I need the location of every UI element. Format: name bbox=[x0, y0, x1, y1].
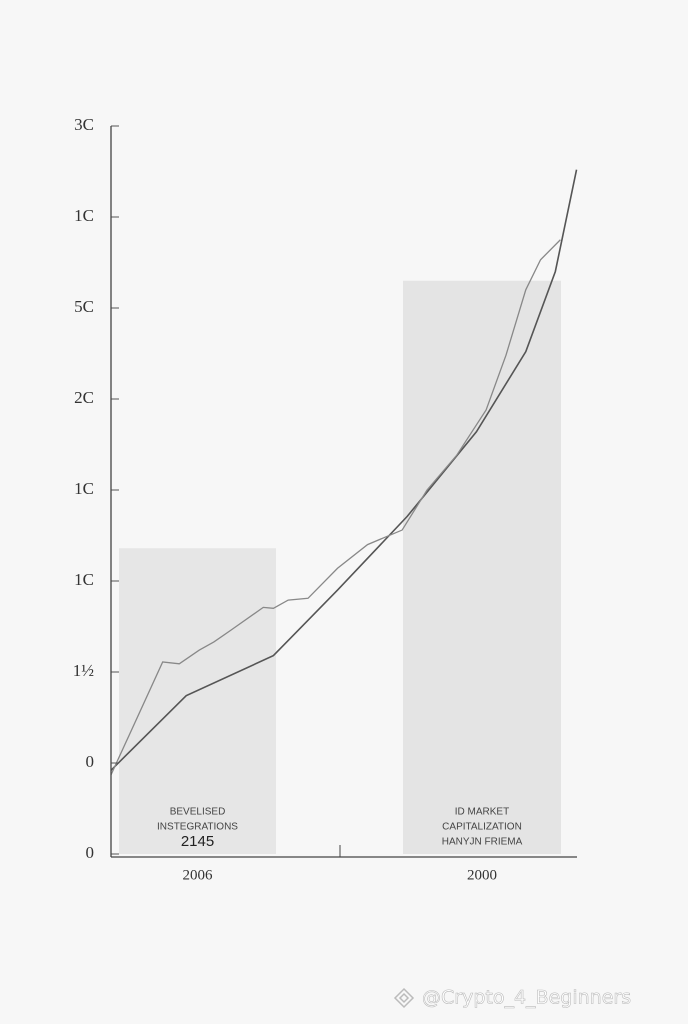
bar-label: BEVELISED bbox=[170, 807, 226, 818]
y-tick-label: 3C bbox=[74, 115, 94, 134]
y-tick-label: 1C bbox=[74, 206, 94, 225]
line bbox=[110, 169, 578, 771]
bar-label: HANYJN FRIEMA bbox=[442, 837, 523, 848]
y-tick-label: 1C bbox=[74, 479, 94, 498]
bar-value: 2145 bbox=[181, 833, 214, 850]
watermark-logo bbox=[393, 987, 415, 1009]
x-tick-label: 2006 bbox=[183, 867, 214, 883]
bar-label: INSTEGRATIONS bbox=[157, 822, 238, 833]
y-tick-label: 1½ bbox=[73, 661, 95, 680]
y-tick-label: 1C bbox=[74, 570, 94, 589]
bar-label: ID MARKET bbox=[455, 807, 509, 818]
watermark: @Crypto_4_Beginners bbox=[422, 987, 631, 1009]
y-tick-label: 5C bbox=[74, 297, 94, 316]
bar-label: CAPITALIZATION bbox=[442, 822, 522, 833]
y-tick-label: 2C bbox=[74, 388, 94, 407]
y-tick-label: 0 bbox=[86, 843, 95, 862]
bar bbox=[403, 280, 561, 854]
x-tick-label: 2000 bbox=[467, 867, 497, 883]
y-tick-label: 0 bbox=[86, 752, 95, 771]
line bbox=[110, 239, 561, 776]
